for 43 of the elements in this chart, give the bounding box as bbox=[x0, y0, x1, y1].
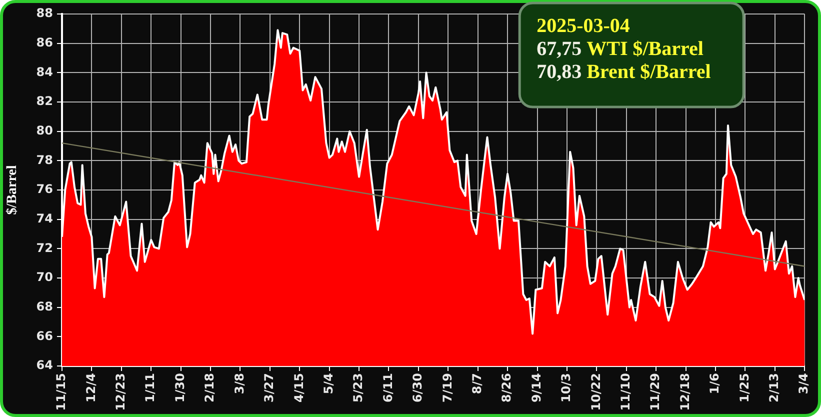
x-tick-label: 5/4 bbox=[321, 373, 336, 394]
x-tick-label: 6/30 bbox=[410, 373, 425, 402]
y-tick-label: 78 bbox=[36, 152, 53, 167]
x-tick-label: 2/13 bbox=[767, 373, 782, 402]
y-tick-label: 86 bbox=[36, 35, 53, 50]
y-tick-label: 64 bbox=[36, 358, 53, 372]
y-tick-label: 82 bbox=[36, 94, 53, 108]
x-tick-label: 11/10 bbox=[618, 373, 632, 411]
x-tick-label: 10/22 bbox=[588, 373, 603, 411]
y-tick-label: 76 bbox=[36, 182, 53, 196]
y-tick-label: 68 bbox=[36, 299, 53, 314]
annotation: 2025-03-04 bbox=[536, 15, 630, 37]
x-tick-label: 6/11 bbox=[380, 373, 395, 402]
annotation: 67,75 WTI $/Barrel bbox=[536, 38, 704, 60]
x-tick-label: 7/19 bbox=[440, 373, 454, 402]
x-tick-label: 11/15 bbox=[54, 373, 68, 411]
y-tick-label: 66 bbox=[36, 328, 53, 343]
y-tick-label: 70 bbox=[36, 270, 53, 284]
x-tick-label: 12/23 bbox=[114, 373, 128, 411]
x-tick-label: 3/8 bbox=[232, 373, 246, 394]
x-tick-label: 1/11 bbox=[143, 373, 158, 402]
x-tick-label: 9/14 bbox=[529, 373, 544, 402]
annotation: 70,83 Brent $/Barrel bbox=[536, 61, 712, 83]
x-tick-label: 10/3 bbox=[559, 373, 574, 402]
x-tick-label: 5/23 bbox=[351, 373, 366, 402]
x-tick-label: 8/7 bbox=[470, 373, 484, 394]
x-tick-label: 11/29 bbox=[648, 373, 662, 411]
y-tick-label: 80 bbox=[36, 123, 53, 138]
x-tick-label: 4/15 bbox=[292, 373, 306, 402]
x-tick-label: 1/30 bbox=[172, 373, 187, 402]
y-tick-label: 74 bbox=[36, 211, 53, 226]
x-tick-label: 1/25 bbox=[737, 373, 752, 402]
x-tick-label: 3/27 bbox=[262, 373, 276, 402]
x-tick-label: 12/4 bbox=[84, 373, 98, 402]
y-axis-title: $/Barrel bbox=[5, 165, 20, 215]
y-tick-label: 84 bbox=[36, 64, 53, 79]
x-tick-label: 12/18 bbox=[678, 373, 692, 411]
x-tick-label: 8/26 bbox=[500, 373, 514, 402]
x-tick-label: 3/4 bbox=[796, 373, 811, 394]
y-tick-label: 72 bbox=[36, 240, 53, 255]
x-tick-label: 1/6 bbox=[708, 373, 722, 394]
y-tick-label: 88 bbox=[36, 6, 53, 20]
x-tick-label: 2/18 bbox=[202, 373, 217, 402]
